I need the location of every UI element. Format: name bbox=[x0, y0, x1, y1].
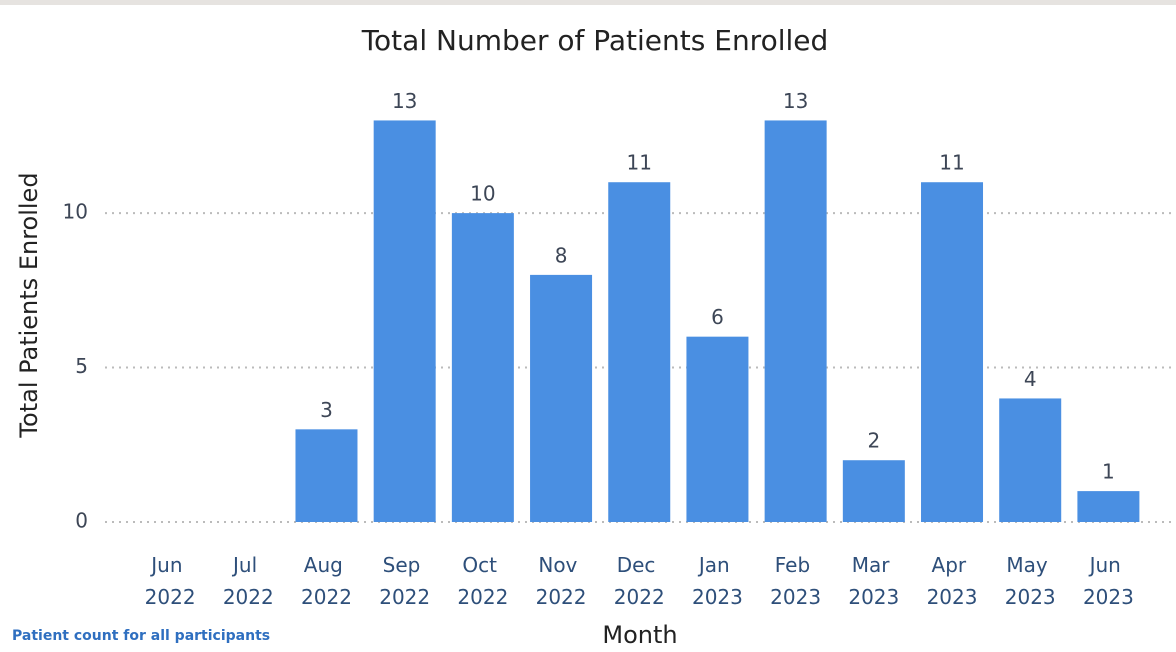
data-label: 13 bbox=[392, 89, 417, 113]
x-tick-label: Oct 2022 bbox=[457, 553, 508, 609]
data-label: 6 bbox=[711, 305, 724, 329]
x-tick-label: Nov 2022 bbox=[536, 553, 587, 609]
bar bbox=[295, 429, 358, 522]
x-tick-label: Feb 2023 bbox=[770, 553, 821, 609]
data-label: 13 bbox=[783, 89, 808, 113]
x-tick-label: Jun 2023 bbox=[1083, 553, 1134, 609]
bar bbox=[686, 336, 749, 522]
x-tick-label: Jul 2022 bbox=[223, 553, 274, 609]
data-label: 8 bbox=[555, 243, 568, 267]
x-tick-label: Sep 2022 bbox=[379, 553, 430, 609]
top-border bbox=[0, 0, 1176, 5]
data-label: 4 bbox=[1024, 367, 1037, 391]
x-tick-label: Apr 2023 bbox=[927, 553, 978, 609]
bar bbox=[764, 120, 827, 522]
bar bbox=[608, 182, 671, 522]
x-tick-label: Dec 2022 bbox=[614, 553, 665, 609]
data-label: 1 bbox=[1102, 460, 1115, 484]
bar bbox=[842, 460, 905, 522]
data-label: 10 bbox=[470, 182, 495, 206]
x-tick-label: Jun 2022 bbox=[145, 553, 196, 609]
footnote: Patient count for all participants bbox=[12, 628, 270, 644]
bar bbox=[1077, 491, 1140, 522]
y-tick-label: 5 bbox=[75, 354, 88, 378]
y-axis-label: Total Patients Enrolled bbox=[15, 172, 43, 438]
x-tick-label: Jan 2023 bbox=[692, 553, 743, 609]
y-tick-label: 10 bbox=[63, 200, 88, 224]
x-tick-label: Aug 2022 bbox=[301, 553, 352, 609]
bar bbox=[999, 398, 1062, 522]
y-tick-label: 0 bbox=[75, 509, 88, 533]
data-label: 11 bbox=[939, 151, 964, 175]
chart-title: Total Number of Patients Enrolled bbox=[361, 24, 829, 57]
bar bbox=[921, 182, 984, 522]
data-label: 2 bbox=[867, 429, 880, 453]
bar bbox=[530, 274, 593, 522]
data-label: 11 bbox=[627, 151, 652, 175]
x-tick-label: Mar 2023 bbox=[848, 553, 899, 609]
bar bbox=[373, 120, 436, 522]
bar bbox=[451, 213, 514, 522]
x-tick-label: May 2023 bbox=[1005, 553, 1056, 609]
x-axis-label: Month bbox=[602, 621, 677, 649]
data-label: 3 bbox=[320, 398, 333, 422]
